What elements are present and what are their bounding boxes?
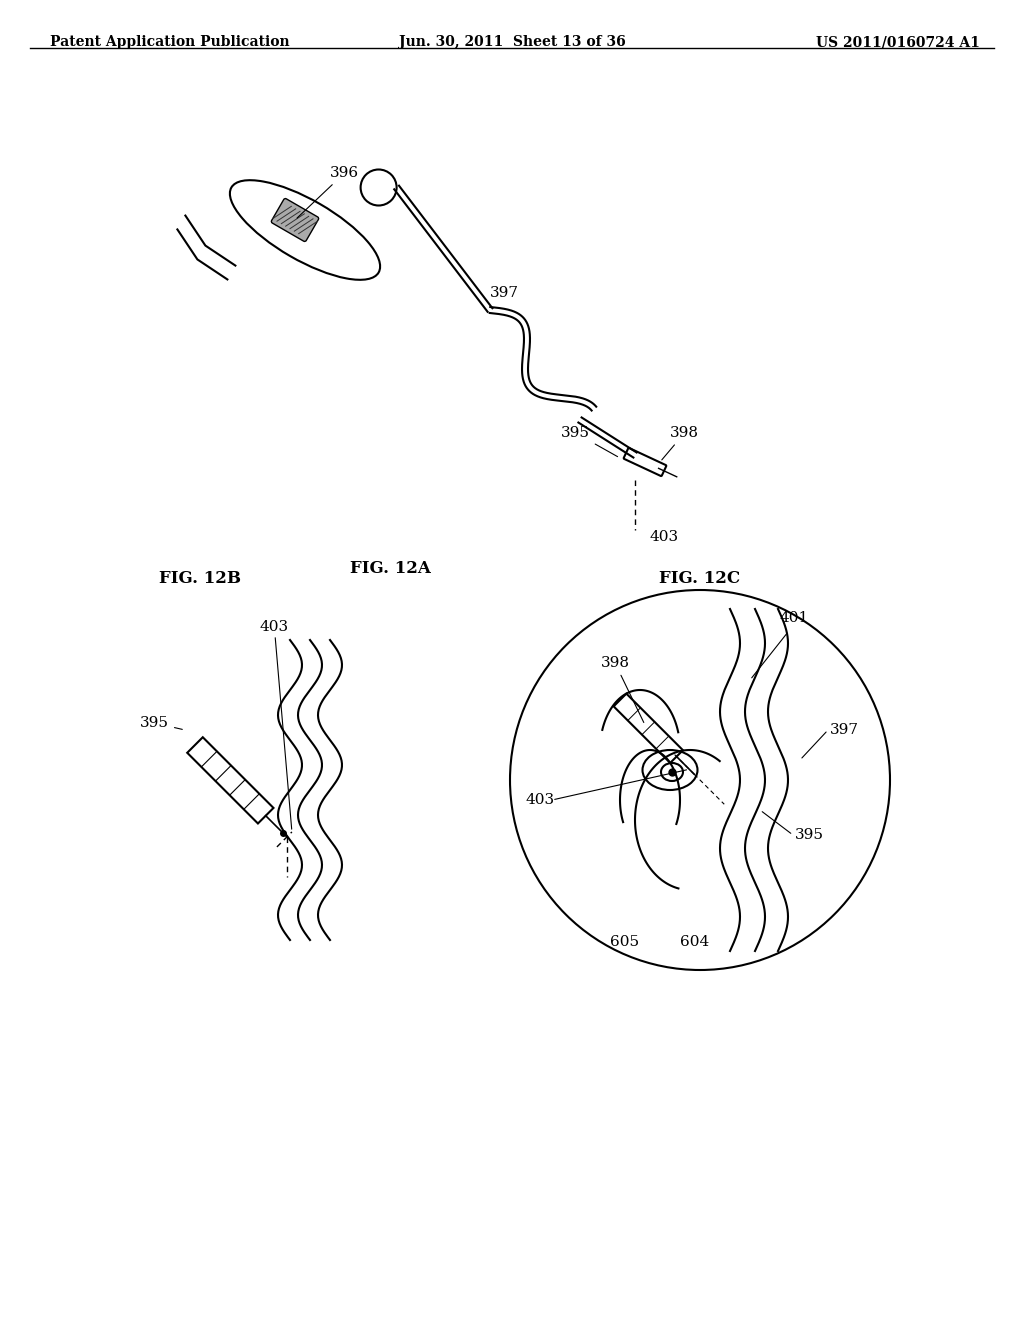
FancyBboxPatch shape: [271, 198, 318, 242]
Text: 395: 395: [140, 715, 182, 730]
Text: 395: 395: [561, 426, 617, 457]
Text: 396: 396: [297, 166, 359, 218]
Text: Jun. 30, 2011  Sheet 13 of 36: Jun. 30, 2011 Sheet 13 of 36: [398, 36, 626, 49]
Text: FIG. 12B: FIG. 12B: [159, 570, 241, 587]
Text: 605: 605: [610, 935, 639, 949]
Text: FIG. 12A: FIG. 12A: [349, 560, 430, 577]
Text: Patent Application Publication: Patent Application Publication: [50, 36, 290, 49]
Text: 398: 398: [662, 426, 699, 459]
Text: 403: 403: [525, 793, 554, 807]
Text: 397: 397: [490, 286, 519, 300]
Text: FIG. 12C: FIG. 12C: [659, 570, 740, 587]
Text: 403: 403: [260, 620, 289, 634]
Text: 395: 395: [795, 828, 824, 842]
Text: 403: 403: [650, 531, 679, 544]
Text: US 2011/0160724 A1: US 2011/0160724 A1: [816, 36, 980, 49]
Text: 398: 398: [600, 656, 644, 722]
Text: 401: 401: [780, 611, 809, 624]
Text: 397: 397: [830, 723, 859, 737]
Text: 604: 604: [680, 935, 710, 949]
